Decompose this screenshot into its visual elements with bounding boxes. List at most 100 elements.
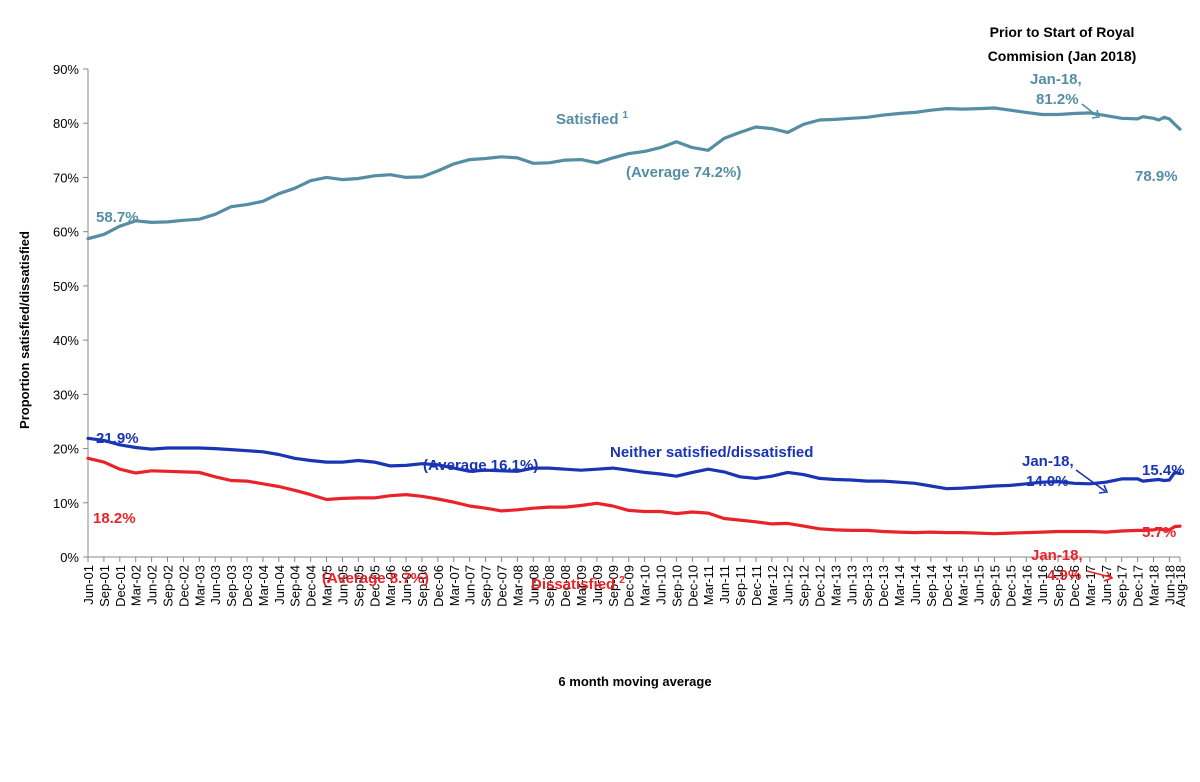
y-tick-label: 40%	[53, 333, 79, 348]
x-tick-label: Sep-09	[606, 565, 621, 607]
x-tick-label: Mar-03	[192, 565, 207, 606]
x-tick-label: Mar-07	[447, 565, 462, 606]
x-tick-label: Dec-03	[240, 565, 255, 607]
x-tick-label: Sep-15	[987, 565, 1002, 607]
x-tick-label: Sep-12	[797, 565, 812, 607]
x-tick-label: Mar-04	[256, 565, 271, 606]
y-tick-label: 0%	[60, 550, 79, 565]
series-line-satisfied	[86, 106, 1182, 241]
x-tick-label: Dec-04	[304, 565, 319, 607]
x-tick-label: Dec-17	[1131, 565, 1146, 607]
x-tick-label: Sep-13	[860, 565, 875, 607]
x-tick-label: Jun-18	[1162, 565, 1177, 605]
y-tick-label: 70%	[53, 170, 79, 185]
x-tick-label: Dec-08	[558, 565, 573, 607]
arrow-neither-jan18-head	[1098, 484, 1109, 494]
label-neither-end: 15.4%	[1142, 462, 1185, 479]
x-tick-label: Jun-14	[908, 565, 923, 605]
label-dissatisfied-jan18-line1: Jan-18,	[1031, 547, 1083, 564]
x-tick-label: Jun-06	[399, 565, 414, 605]
y-tick-label: 50%	[53, 279, 79, 294]
arrow-dissatisfied-jan18-head	[1103, 571, 1114, 582]
x-tick-label: Jun-17	[1099, 565, 1114, 605]
x-tick-label: Jun-02	[145, 565, 160, 605]
x-tick-label: Mar-09	[574, 565, 589, 606]
x-tick-label: Mar-05	[320, 565, 335, 606]
x-tick-label: Jun-12	[781, 565, 796, 605]
x-tick-label: Jun-10	[654, 565, 669, 605]
label-dissatisfied-average: (Average 8.7%)	[322, 570, 429, 587]
x-tick-label: Dec-16	[1067, 565, 1082, 607]
legend-satisfied: Satisfied 1	[556, 110, 629, 128]
x-tick-label: Jun-07	[463, 565, 478, 605]
x-tick-label: Dec-07	[494, 565, 509, 607]
x-tick-label: Dec-06	[431, 565, 446, 607]
label-satisfied-end: 78.9%	[1135, 168, 1178, 185]
x-tick-label: Dec-14	[940, 565, 955, 607]
x-tick-label: Jun-01	[81, 565, 96, 605]
x-tick-label: Sep-11	[733, 565, 748, 606]
x-tick-label: Mar-06	[383, 565, 398, 606]
x-tick-label: Sep-02	[161, 565, 176, 607]
x-tick-label: Dec-15	[1003, 565, 1018, 607]
label-dissatisfied-jan18-line2: 4.9%	[1047, 567, 1081, 584]
arrow-neither-jan18	[1075, 469, 1106, 492]
x-tick-label: Sep-01	[97, 565, 112, 607]
y-tick-label: 10%	[53, 496, 79, 511]
x-tick-label: Dec-13	[876, 565, 891, 607]
label-neither-jan18-line2: 14.0%	[1026, 473, 1069, 490]
x-tick-label: Jun-16	[1035, 565, 1050, 605]
x-tick-label: Mar-14	[892, 565, 907, 606]
series-line-neither	[86, 436, 1182, 491]
x-tick-label: Jun-03	[208, 565, 223, 605]
label-dissatisfied-start: 18.2%	[93, 510, 136, 527]
x-tick-label: Mar-12	[765, 565, 780, 606]
x-tick-label: Sep-10	[669, 565, 684, 607]
x-tick-label: Aug-18	[1173, 565, 1188, 607]
label-satisfied-jan18-line1: Jan-18,	[1030, 71, 1082, 88]
x-tick-label: Mar-16	[1019, 565, 1034, 606]
x-tick-label: Sep-07	[479, 565, 494, 607]
x-tick-label: Mar-10	[638, 565, 653, 606]
x-tick-label: Dec-05	[367, 565, 382, 607]
x-tick-label: Dec-09	[622, 565, 637, 607]
axes: 0%10%20%30%40%50%60%70%80%90%Jun-01 Sep-0…	[53, 62, 1188, 607]
x-tick-label: Jun-11	[717, 565, 732, 604]
series-line-dissatisfied	[86, 456, 1182, 536]
x-tick-label: Jun-15	[972, 565, 987, 605]
y-tick-label: 20%	[53, 442, 79, 457]
x-tick-label: Dec-02	[176, 565, 191, 607]
label-neither-jan18-line1: Jan-18,	[1022, 453, 1074, 470]
arrows	[1075, 103, 1114, 582]
x-tick-label: Sep-08	[542, 565, 557, 607]
royal-commission-note-line2: Commision (Jan 2018)	[988, 48, 1137, 64]
label-satisfied-start: 58.7%	[96, 209, 139, 226]
x-tick-label: Mar-08	[510, 565, 525, 606]
x-tick-label: Mar-13	[828, 565, 843, 606]
x-tick-label: Mar-02	[129, 565, 144, 606]
x-tick-label: Dec-11	[749, 565, 764, 606]
label-satisfied-average: (Average 74.2%)	[626, 164, 741, 181]
x-tick-label: Mar-15	[956, 565, 971, 606]
label-dissatisfied-end: 5.7%	[1142, 524, 1176, 541]
x-tick-label: Dec-01	[113, 565, 128, 607]
x-tick-label: Sep-16	[1051, 565, 1066, 607]
label-neither-average: (Average 16.1%)	[423, 457, 538, 474]
x-tick-label: Sep-03	[224, 565, 239, 607]
x-tick-label: Sep-14	[924, 565, 939, 607]
x-tick-label: Jun-09	[590, 565, 605, 605]
label-neither-start: 21.9%	[96, 430, 139, 447]
arrow-satisfied-jan18	[1081, 103, 1098, 117]
series-lines	[86, 106, 1182, 536]
y-tick-label: 80%	[53, 116, 79, 131]
x-tick-label: Sep-17	[1115, 565, 1130, 607]
arrow-satisfied-jan18-head	[1091, 109, 1101, 119]
y-tick-label: 60%	[53, 225, 79, 240]
y-axis-title: Proportion satisfied/dissatisfied	[17, 231, 32, 429]
annotations: 58.7% Satisfied 1 (Average 74.2%) Jan-18,…	[17, 24, 1185, 689]
x-tick-label: Jun-08	[526, 565, 541, 605]
x-tick-label: Jun-04	[272, 565, 287, 605]
x-tick-label: Mar-18	[1146, 565, 1161, 606]
y-tick-label: 90%	[53, 62, 79, 77]
